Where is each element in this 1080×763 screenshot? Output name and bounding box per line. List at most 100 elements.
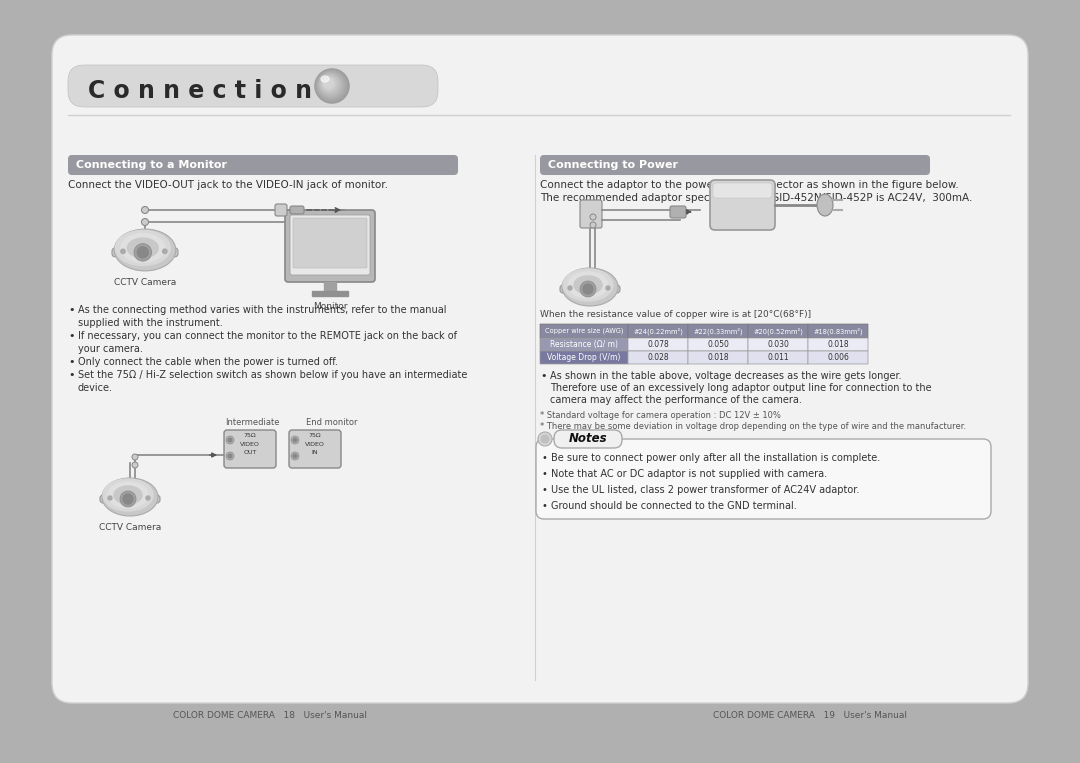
Text: •: •	[68, 331, 75, 341]
Circle shape	[120, 491, 136, 507]
Circle shape	[590, 222, 596, 228]
Text: supplied with the instrument.: supplied with the instrument.	[78, 318, 222, 328]
FancyBboxPatch shape	[748, 338, 808, 351]
Circle shape	[315, 69, 349, 103]
Text: Connect the adaptor to the power input connector as shown in the figure below.: Connect the adaptor to the power input c…	[540, 180, 959, 190]
Text: OUT: OUT	[243, 450, 257, 455]
Text: 0.006: 0.006	[827, 353, 849, 362]
FancyBboxPatch shape	[808, 324, 868, 338]
FancyBboxPatch shape	[224, 430, 276, 468]
Bar	[324, 282, 336, 292]
FancyBboxPatch shape	[688, 324, 748, 338]
Circle shape	[293, 454, 297, 458]
Ellipse shape	[114, 486, 141, 504]
Text: Intermediate: Intermediate	[225, 418, 280, 427]
FancyBboxPatch shape	[627, 324, 688, 338]
Text: • Ground should be connected to the GND terminal.: • Ground should be connected to the GND …	[542, 501, 797, 511]
FancyBboxPatch shape	[554, 430, 622, 448]
FancyBboxPatch shape	[540, 155, 930, 175]
FancyBboxPatch shape	[68, 65, 438, 107]
Text: 0.050: 0.050	[707, 340, 729, 349]
Text: As the connecting method varies with the instruments, refer to the manual: As the connecting method varies with the…	[78, 305, 446, 315]
Circle shape	[320, 74, 340, 95]
Text: CCTV Camera: CCTV Camera	[113, 278, 176, 287]
FancyBboxPatch shape	[627, 338, 688, 351]
Circle shape	[228, 454, 232, 458]
Ellipse shape	[562, 268, 618, 306]
FancyBboxPatch shape	[536, 439, 991, 519]
Circle shape	[583, 284, 593, 294]
Circle shape	[228, 438, 232, 442]
FancyBboxPatch shape	[561, 285, 620, 293]
Circle shape	[163, 249, 167, 253]
Circle shape	[316, 70, 347, 101]
FancyBboxPatch shape	[748, 324, 808, 338]
FancyBboxPatch shape	[52, 35, 1028, 703]
Text: Therefore use of an excessively long adaptor output line for connection to the: Therefore use of an excessively long ada…	[550, 383, 932, 393]
Text: Notes: Notes	[569, 433, 607, 446]
Ellipse shape	[102, 478, 158, 516]
Text: #18(0.83mm²): #18(0.83mm²)	[813, 327, 863, 335]
FancyBboxPatch shape	[540, 351, 627, 364]
Text: If necessary, you can connect the monitor to the REMOTE jack on the back of: If necessary, you can connect the monito…	[78, 331, 457, 341]
Ellipse shape	[127, 238, 158, 258]
Ellipse shape	[568, 272, 608, 298]
FancyBboxPatch shape	[688, 351, 748, 364]
Circle shape	[606, 286, 610, 290]
Text: Connect the VIDEO-OUT jack to the VIDEO-IN jack of monitor.: Connect the VIDEO-OUT jack to the VIDEO-…	[68, 180, 388, 190]
FancyBboxPatch shape	[68, 155, 458, 175]
Text: When the resistance value of copper wire is at [20°C(68°F)]: When the resistance value of copper wire…	[540, 310, 811, 319]
Text: COLOR DOME CAMERA   19   User's Manual: COLOR DOME CAMERA 19 User's Manual	[713, 710, 907, 720]
Circle shape	[226, 452, 234, 460]
FancyBboxPatch shape	[710, 180, 775, 230]
Text: •: •	[68, 305, 75, 315]
Circle shape	[323, 78, 334, 89]
FancyBboxPatch shape	[100, 495, 160, 503]
Text: 75Ω: 75Ω	[309, 433, 322, 438]
FancyBboxPatch shape	[293, 218, 367, 268]
Text: COLOR DOME CAMERA   18   User's Manual: COLOR DOME CAMERA 18 User's Manual	[173, 710, 367, 720]
Text: #24(0.22mm²): #24(0.22mm²)	[633, 327, 683, 335]
Circle shape	[141, 207, 149, 214]
Text: C o n n e c t i o n: C o n n e c t i o n	[87, 79, 312, 103]
Circle shape	[590, 214, 596, 220]
Circle shape	[538, 432, 552, 446]
FancyBboxPatch shape	[748, 351, 808, 364]
Text: 0.028: 0.028	[647, 353, 669, 362]
Circle shape	[108, 496, 112, 500]
Ellipse shape	[573, 276, 602, 294]
Circle shape	[541, 435, 549, 443]
Circle shape	[291, 436, 299, 444]
FancyBboxPatch shape	[112, 248, 178, 257]
FancyBboxPatch shape	[713, 183, 772, 198]
Ellipse shape	[114, 229, 176, 271]
Ellipse shape	[563, 269, 613, 301]
Text: IN: IN	[312, 450, 319, 455]
Circle shape	[123, 494, 133, 504]
Circle shape	[146, 496, 150, 500]
Text: Only connect the cable when the power is turned off.: Only connect the cable when the power is…	[78, 357, 338, 367]
Circle shape	[226, 436, 234, 444]
Text: Copper wire size (AWG): Copper wire size (AWG)	[544, 328, 623, 334]
Circle shape	[132, 462, 138, 468]
FancyBboxPatch shape	[580, 200, 602, 228]
Text: •: •	[540, 371, 546, 381]
Text: •: •	[68, 357, 75, 367]
Circle shape	[319, 73, 342, 97]
Text: * There may be some deviation in voltage drop depending on the type of wire and : * There may be some deviation in voltage…	[540, 422, 967, 431]
Circle shape	[132, 454, 138, 460]
Bar	[312, 291, 348, 296]
Text: VIDEO: VIDEO	[305, 442, 325, 447]
Text: Connecting to a Monitor: Connecting to a Monitor	[76, 160, 227, 170]
Circle shape	[291, 452, 299, 460]
Circle shape	[141, 218, 149, 226]
Text: Connecting to Power: Connecting to Power	[548, 160, 678, 170]
FancyBboxPatch shape	[540, 324, 627, 338]
Text: Resistance (Ω/ m): Resistance (Ω/ m)	[550, 340, 618, 349]
Text: 0.011: 0.011	[767, 353, 788, 362]
Ellipse shape	[121, 233, 165, 262]
Text: device.: device.	[78, 383, 113, 393]
Text: 0.018: 0.018	[707, 353, 729, 362]
Text: The recommended adaptor specification for SID-452N/SID-452P is AC24V,  300mA.: The recommended adaptor specification fo…	[540, 193, 972, 203]
FancyBboxPatch shape	[808, 338, 868, 351]
